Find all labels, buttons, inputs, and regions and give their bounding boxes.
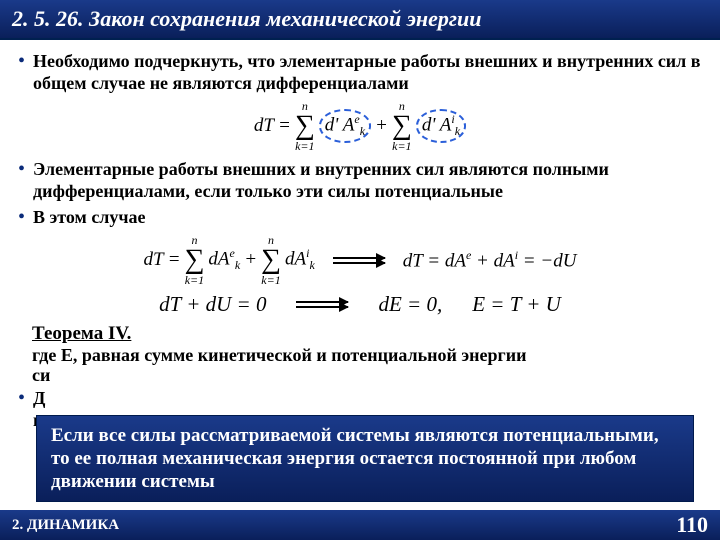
- page-number: 110: [676, 512, 708, 538]
- bullet-1: • Необходимо подчеркнуть, что элементарн…: [18, 50, 702, 94]
- bullet-3-text: В этом случае: [33, 206, 146, 228]
- bullet-2-text: Элементарные работы внешних и внутренних…: [33, 158, 702, 202]
- circled-term-1: d' Aek: [319, 109, 371, 142]
- theorem-undertext-1: где E, равная сумме кинетической и потен…: [32, 345, 702, 365]
- theorem-label: Теорема IV.: [32, 323, 702, 345]
- plus: +: [375, 115, 388, 137]
- bullet-dot: •: [18, 387, 25, 409]
- bullet-dot: •: [18, 206, 25, 228]
- bullet-dot: •: [18, 50, 25, 72]
- slide-title: 2. 5. 26. Закон сохранения механической …: [0, 0, 720, 40]
- bullet-3: • В этом случае: [18, 206, 702, 228]
- double-arrow-icon: [333, 257, 385, 264]
- footer-bar: 2. ДИНАМИКА 110: [0, 510, 720, 540]
- eq-combined: dT = dAe + dAi = −dU: [403, 248, 577, 272]
- equation-3: dT + dU = 0 dE = 0, E = T + U: [18, 292, 702, 317]
- eq-ETU: E = T + U: [472, 292, 561, 317]
- bullet-dot: •: [18, 158, 25, 180]
- footer-section: 2. ДИНАМИКА: [12, 517, 119, 534]
- dT: dT: [254, 115, 274, 137]
- equation-2: dT = n ∑ k=1 dAek + n ∑ k=1 dAik dT = dA…: [18, 234, 702, 286]
- eq-dE0: dE = 0,: [378, 292, 442, 317]
- sum-symbol: n ∑ k=1: [392, 100, 412, 152]
- theorem-box: Если все силы рассматриваемой системы яв…: [36, 415, 694, 502]
- sum-symbol: n ∑ k=1: [295, 100, 315, 152]
- theorem-undertext-2: си: [32, 365, 702, 385]
- circled-term-2: d' Aik: [416, 109, 466, 142]
- content-area: • Необходимо подчеркнуть, что элементарн…: [0, 40, 720, 431]
- equals: =: [278, 115, 291, 137]
- equation-1: dT = n ∑ k=1 d' Aek + n ∑ k=1 d' Aik: [18, 100, 702, 152]
- eq-dT-dU: dT + dU = 0: [159, 292, 266, 317]
- double-arrow-icon: [296, 301, 348, 308]
- bullet-1-text: Необходимо подчеркнуть, что элементарные…: [33, 50, 702, 94]
- bullet-2: • Элементарные работы внешних и внутренн…: [18, 158, 702, 202]
